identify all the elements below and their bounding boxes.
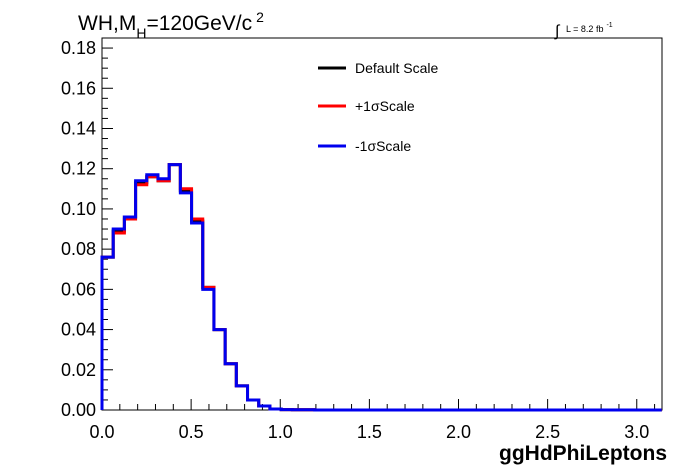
y-axis: 0.00 0.02 0.04 0.06 0.08 0.10 0.12 0.14 0.16 0.18 bbox=[61, 37, 113, 420]
x-axis-title: ggHdPhiLeptons bbox=[499, 442, 667, 465]
x-tick-label: 0.5 bbox=[179, 422, 204, 442]
y-tick-label: 0.18 bbox=[61, 38, 96, 58]
title-mid: =120GeV/c bbox=[146, 12, 252, 35]
x-tick-label: 3.0 bbox=[624, 422, 649, 442]
x-tick-label: 2.0 bbox=[446, 422, 471, 442]
y-tick-label: 0.16 bbox=[61, 78, 96, 98]
histogram-2 bbox=[100, 163, 662, 412]
histogram-1 bbox=[100, 163, 662, 412]
lumi-integral-sign: ∫ bbox=[554, 23, 561, 40]
legend-label: +1σScale bbox=[355, 98, 415, 114]
y-tick-label: 0.12 bbox=[61, 159, 96, 179]
y-tick-label: 0.06 bbox=[61, 279, 96, 299]
legend-label: Default Scale bbox=[355, 60, 438, 76]
x-tick-label: 1.0 bbox=[268, 422, 293, 442]
chart-title: WH,MH=120GeV/c 2 bbox=[78, 9, 264, 41]
legend-label: -1σScale bbox=[355, 138, 411, 154]
legend: Default Scale +1σScale -1σScale bbox=[318, 60, 438, 154]
series-layer bbox=[100, 163, 662, 412]
y-tick-label: 0.02 bbox=[61, 360, 96, 380]
title-subscript: H bbox=[136, 25, 146, 41]
x-tick-label: 0.0 bbox=[89, 422, 114, 442]
x-tick-label: 1.5 bbox=[357, 422, 382, 442]
y-tick-label: 0.00 bbox=[61, 400, 96, 420]
lumi-superscript: -1 bbox=[606, 22, 612, 29]
title-superscript: 2 bbox=[256, 9, 264, 25]
y-tick-label: 0.10 bbox=[61, 199, 96, 219]
x-axis: 0.0 0.5 1.0 1.5 2.0 2.5 3.0 bbox=[89, 399, 656, 442]
x-tick-label: 2.5 bbox=[535, 422, 560, 442]
lumi-label: L = 8.2 fb -1 bbox=[566, 22, 613, 34]
plot-frame bbox=[101, 37, 663, 411]
y-tick-label: 0.14 bbox=[61, 118, 96, 138]
y-tick-label: 0.08 bbox=[61, 239, 96, 259]
histogram-0 bbox=[100, 163, 662, 412]
y-tick-label: 0.04 bbox=[61, 320, 96, 340]
